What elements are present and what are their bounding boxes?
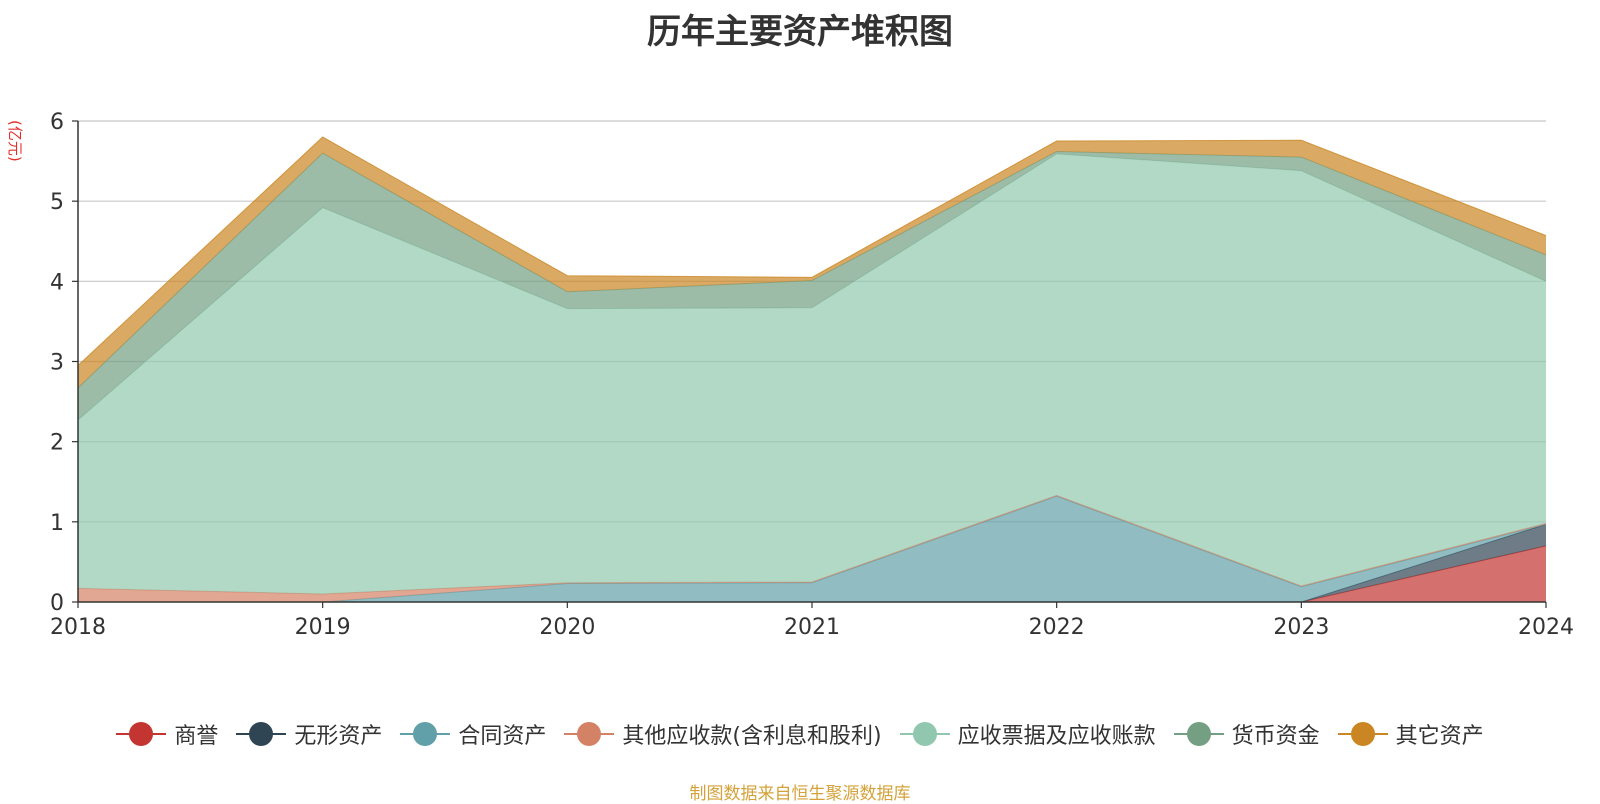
legend-item[interactable]: 合同资产 (400, 718, 546, 750)
data-source-note: 制图数据来自恒生聚源数据库 (689, 784, 911, 804)
y-tick-label: 2 (50, 431, 64, 456)
legend: 商誉 无形资产 合同资产 其他应收款(含利息和股利) 应收票据及应收账款 货币资金 其它资产 (0, 718, 1600, 750)
x-tick-label: 2021 (784, 615, 840, 640)
x-tick-label: 2020 (539, 615, 595, 640)
area-series-2 (78, 496, 1546, 602)
legend-item[interactable]: 商誉 (116, 718, 218, 750)
x-tick-label: 2024 (1518, 615, 1574, 640)
x-tick-label: 2018 (50, 615, 106, 640)
area-series-5 (78, 151, 1546, 421)
area-series-4 (78, 153, 1546, 594)
area-series (77, 136, 1547, 603)
legend-label: 其它资产 (1395, 724, 1484, 749)
x-tick-label: 2023 (1273, 615, 1329, 640)
legend-marker-icon (1173, 722, 1224, 746)
y-tick-label: 0 (50, 591, 64, 616)
series-line-6 (77, 136, 1547, 366)
y-tick-label: 3 (50, 351, 64, 376)
legend-label: 货币资金 (1231, 724, 1320, 749)
legend-item[interactable]: 无形资产 (236, 718, 382, 750)
legend-marker-icon (564, 722, 615, 746)
legend-marker-icon (1337, 722, 1388, 746)
legend-marker-icon (116, 722, 167, 746)
y-tick-label: 5 (50, 190, 64, 215)
legend-item[interactable]: 应收票据及应收账款 (899, 718, 1156, 750)
legend-marker-icon (899, 722, 950, 746)
legend-item[interactable]: 货币资金 (1173, 718, 1320, 750)
legend-marker-icon (236, 722, 287, 746)
series-line-5 (77, 150, 1547, 389)
x-tick-label: 2019 (295, 615, 351, 640)
y-tick-label: 1 (50, 511, 64, 536)
area-series-0 (78, 545, 1546, 602)
chart-title: 历年主要资产堆积图 (647, 12, 953, 52)
legend-label: 其他应收款(含利息和股利) (622, 724, 882, 749)
x-tick-label: 2022 (1029, 615, 1085, 640)
y-tick-label: 4 (50, 270, 64, 295)
y-tick-label: 6 (50, 110, 64, 135)
legend-marker-icon (400, 722, 451, 746)
legend-label: 合同资产 (458, 724, 547, 749)
legend-item[interactable]: 其它资产 (1337, 718, 1484, 750)
axes: 0 1 2 3 4 5 6 2018 2019 2020 2021 2022 2023 2024 (50, 110, 1574, 640)
legend-label: 商誉 (174, 724, 219, 749)
legend-item[interactable]: 其他应收款(含利息和股利) (564, 718, 882, 750)
legend-label: 无形资产 (294, 724, 383, 749)
legend-label: 应收票据及应收账款 (957, 724, 1156, 749)
